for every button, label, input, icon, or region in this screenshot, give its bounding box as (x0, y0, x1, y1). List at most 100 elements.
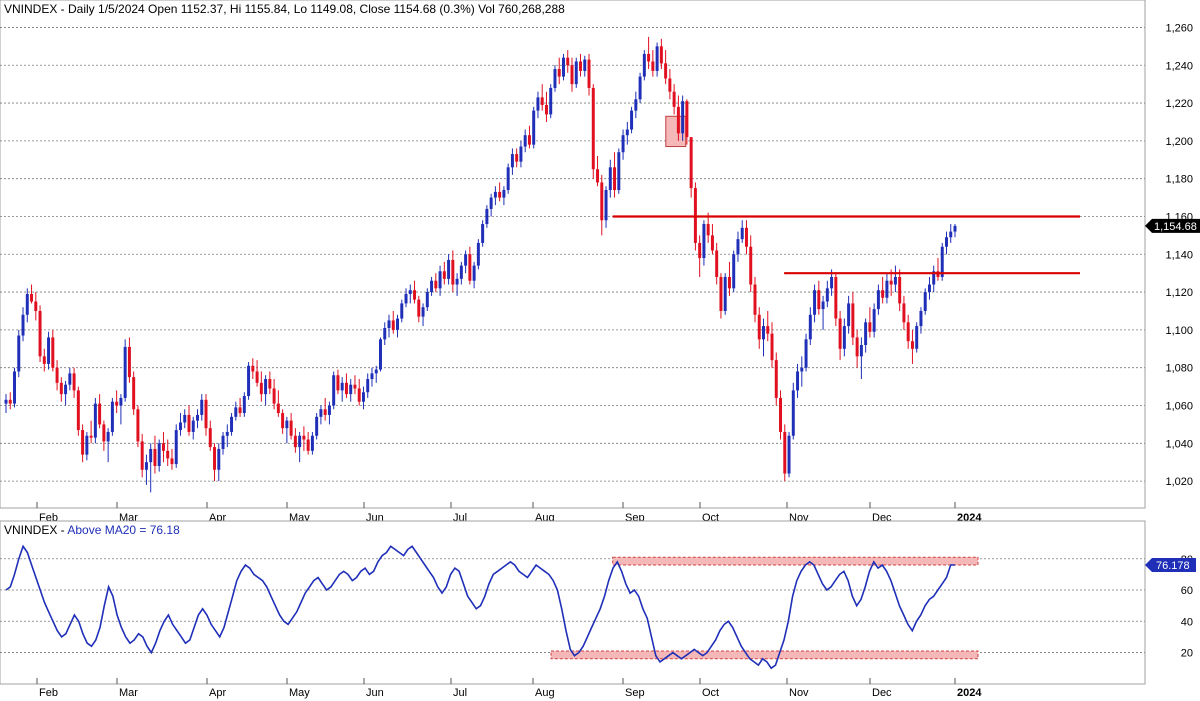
candle-body (161, 443, 165, 451)
candle-body (910, 341, 914, 349)
candle-body (200, 399, 204, 415)
candle-body (783, 431, 787, 474)
candle-body (72, 373, 76, 391)
candle-body (617, 152, 621, 191)
candle-body (340, 382, 344, 391)
candle-body (442, 271, 446, 279)
candle-body (608, 167, 612, 191)
candle-body (659, 46, 663, 64)
price-panel: 1,0201,0401,0601,0801,1001,1201,1401,160… (0, 0, 1200, 524)
candle-body (583, 59, 587, 71)
candle-body (821, 301, 825, 310)
candle-body (98, 403, 102, 425)
candle-body (119, 397, 123, 406)
candle-body (953, 225, 957, 232)
candle-body (634, 99, 638, 111)
candle-body (59, 382, 63, 395)
candlestick-series (4, 36, 957, 493)
candle-body (166, 450, 170, 459)
candle-body (510, 154, 514, 168)
candle-body (93, 403, 97, 438)
candle-body (264, 379, 268, 395)
candle-body (906, 322, 910, 342)
candle-body (927, 284, 931, 293)
candle-body (855, 337, 859, 357)
candle-body (519, 146, 523, 162)
indicator-x-tick-label: Apr (209, 687, 226, 699)
indicator-x-tick-label: Feb (39, 687, 58, 699)
candle-body (408, 290, 412, 294)
candle-body (459, 265, 463, 279)
candle-body (370, 373, 374, 380)
candle-body (685, 101, 689, 138)
candle-body (47, 337, 51, 364)
candle-body (664, 63, 668, 79)
candle-body (285, 420, 289, 429)
candle-body (268, 379, 272, 389)
candle-body (813, 290, 817, 315)
candle-body (281, 413, 285, 429)
candle-body (455, 278, 459, 285)
candle-body (430, 280, 434, 293)
candle-body (217, 448, 221, 470)
candle-body (591, 87, 595, 170)
candle-body (796, 371, 800, 391)
candle-body (149, 448, 153, 463)
candle-body (757, 314, 761, 340)
candle-body (68, 373, 72, 385)
candle-body (676, 106, 680, 134)
candle-body (651, 61, 655, 71)
candle-body (21, 314, 25, 336)
candle-body (710, 235, 714, 251)
last-value-tag-bg (1145, 558, 1196, 573)
candle-body (613, 167, 617, 191)
candle-body (51, 337, 55, 368)
candle-body (230, 416, 234, 432)
candle-body (630, 110, 634, 130)
candle-body (255, 371, 259, 383)
candle-body (183, 414, 187, 423)
candle-body (540, 97, 544, 105)
price-y-tick-label: 1,100 (1165, 325, 1193, 337)
last-value-label: 76.178 (1156, 560, 1190, 572)
candle-body (736, 239, 740, 255)
candle-body (336, 375, 340, 391)
candle-body (527, 135, 531, 145)
candle-body (234, 407, 238, 417)
price-y-tick-label: 1,220 (1165, 98, 1193, 110)
candle-body (289, 420, 293, 436)
indicator-x-tick-label: Sep (625, 687, 645, 699)
candle-body (498, 191, 502, 198)
candle-body (374, 369, 378, 374)
candle-body (723, 276, 727, 311)
candle-body (276, 403, 280, 414)
candle-body (553, 69, 557, 88)
candle-body (213, 447, 217, 470)
candle-body (940, 246, 944, 277)
candle-body (515, 154, 519, 162)
candle-body (225, 431, 229, 436)
candle-body (472, 265, 476, 281)
candle-body (81, 430, 85, 455)
candle-body (157, 443, 161, 466)
candle-body (315, 416, 319, 436)
candle-body (672, 91, 676, 107)
candle-body (587, 59, 591, 88)
candle-body (127, 346, 131, 378)
candle-body (779, 397, 783, 432)
candle-body (247, 365, 251, 397)
candle-body (391, 320, 395, 330)
price-y-tick-label: 1,140 (1165, 249, 1193, 261)
candle-body (574, 61, 578, 85)
candle-body (353, 384, 357, 389)
candle-body (298, 435, 302, 448)
candle-body (842, 326, 846, 349)
price-y-tick-label: 1,120 (1165, 287, 1193, 299)
candle-body (579, 61, 582, 71)
candle-body (34, 301, 38, 311)
candle-body (387, 320, 391, 328)
last-value-tag: 76.178 (1145, 558, 1196, 573)
candle-body (898, 276, 902, 304)
candle-body (196, 414, 199, 421)
